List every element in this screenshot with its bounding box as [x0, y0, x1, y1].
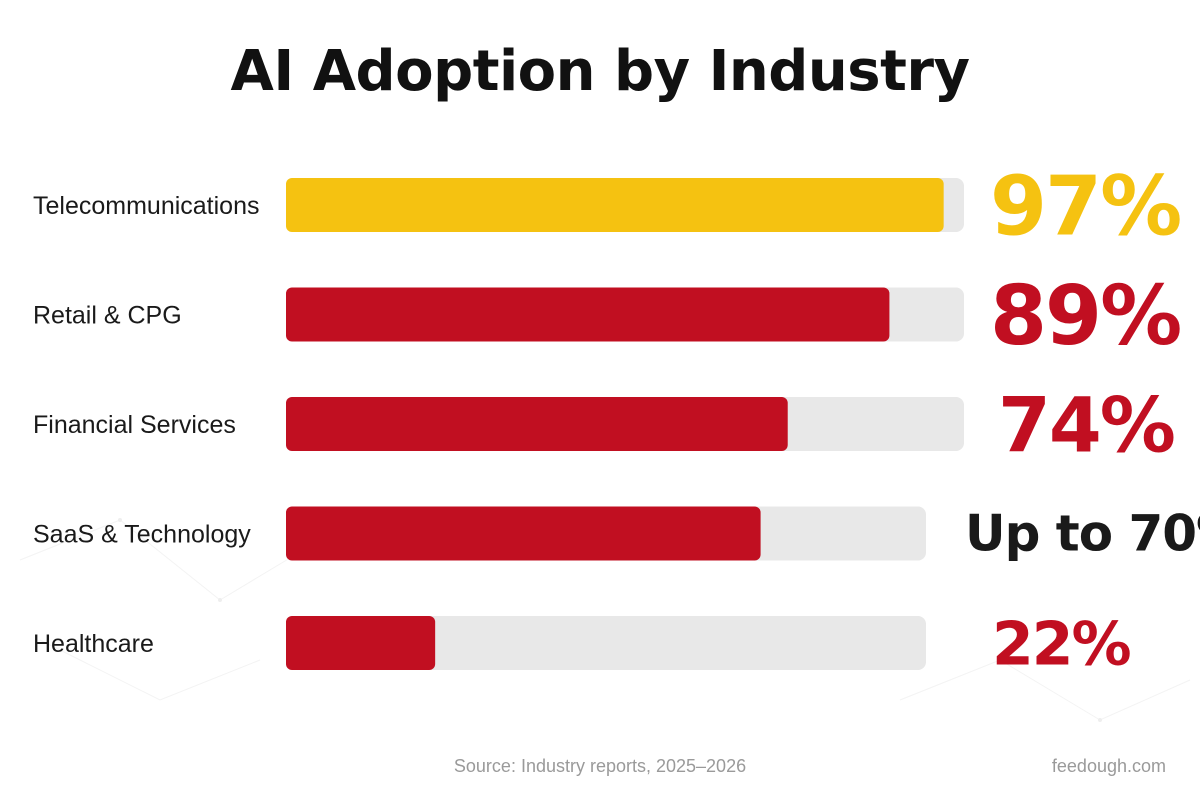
- brand-link[interactable]: feedough.com: [1051, 756, 1166, 776]
- category-label: SaaS & Technology: [33, 521, 251, 549]
- chart-title: AI Adoption by Industry: [230, 39, 970, 104]
- value-label: Up to 70%: [965, 505, 1200, 563]
- value-label: 97%: [990, 160, 1180, 255]
- bar: [286, 397, 788, 451]
- value-label: 22%: [992, 610, 1130, 680]
- bar: [286, 506, 761, 561]
- category-label: Healthcare: [33, 630, 154, 658]
- bar: [286, 178, 944, 232]
- value-label: 89%: [990, 269, 1180, 364]
- bar-track: [286, 616, 926, 670]
- source-note: Source: Industry reports, 2025–2026: [453, 756, 747, 776]
- value-label: 74%: [998, 380, 1174, 469]
- category-label: Retail & CPG: [33, 302, 182, 330]
- bar: [286, 616, 436, 670]
- bar: [286, 287, 890, 342]
- category-label: Telecommunications: [33, 192, 260, 220]
- category-label: Financial Services: [33, 411, 236, 439]
